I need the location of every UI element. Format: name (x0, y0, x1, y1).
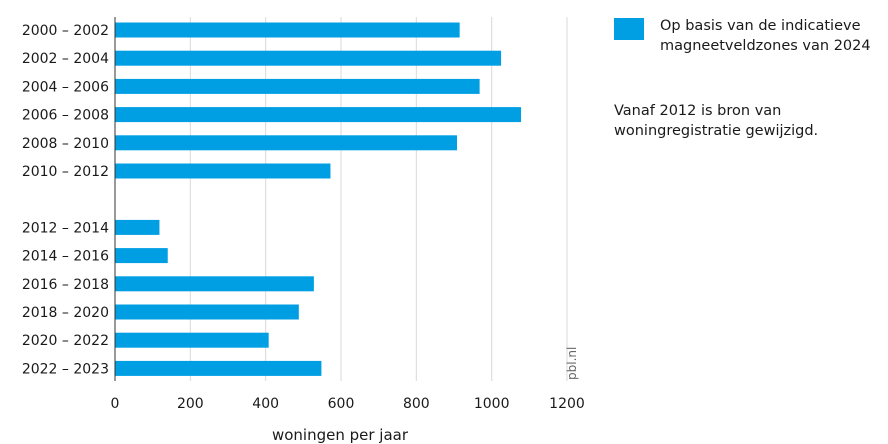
x-tick-label: 400 (252, 396, 279, 412)
bar (115, 304, 299, 320)
category-label: 2002 – 2004 (22, 51, 109, 67)
bar (115, 22, 460, 38)
category-label: 2014 – 2016 (22, 249, 109, 265)
category-label: 2018 – 2020 (22, 305, 109, 321)
gridlines (189, 17, 568, 381)
bar (115, 50, 502, 66)
category-label: 2012 – 2014 (22, 220, 109, 236)
bar (115, 360, 322, 376)
bar (115, 107, 522, 123)
bars (115, 22, 522, 376)
category-labels: 2000 – 2002 2002 – 2004 2004 – 2006 2006 – … (22, 23, 109, 377)
legend-label: Op basis van de indicatieve magneetveldz… (660, 18, 871, 54)
bar (115, 78, 480, 94)
x-tick-label: 800 (403, 396, 430, 412)
legend-item: Op basis van de indicatieve magneetveldz… (614, 16, 884, 56)
bar (115, 248, 168, 264)
x-tick-label: 1200 (549, 396, 585, 412)
category-label: 2010 – 2012 (22, 164, 109, 180)
legend-swatch (614, 18, 644, 40)
category-label: 2000 – 2002 (22, 23, 109, 39)
category-label: 2004 – 2006 (22, 79, 109, 95)
chart-note: Vanaf 2012 is bron van woningregistratie… (614, 103, 819, 139)
source-label: pbl.nl (565, 346, 579, 380)
bar (115, 135, 458, 151)
legend: Op basis van de indicatieve magneetveldz… (614, 16, 884, 56)
x-tick-label: 200 (177, 396, 204, 412)
bar (115, 276, 314, 292)
bar (115, 163, 331, 179)
category-label: 2016 – 2018 (22, 277, 109, 293)
x-tick-label: 1000 (474, 396, 510, 412)
category-label: 2008 – 2010 (22, 136, 109, 152)
category-label: 2006 – 2008 (22, 108, 109, 124)
x-axis-title: woningen per jaar (272, 426, 409, 444)
x-tick-label: 600 (328, 396, 355, 412)
x-tick-label: 0 (111, 396, 120, 412)
bar (115, 332, 269, 348)
bar (115, 219, 160, 235)
category-label: 2022 – 2023 (22, 361, 109, 377)
x-tick-labels: 0 200 400 600 800 1000 1200 (111, 396, 585, 412)
category-label: 2020 – 2022 (22, 333, 109, 349)
